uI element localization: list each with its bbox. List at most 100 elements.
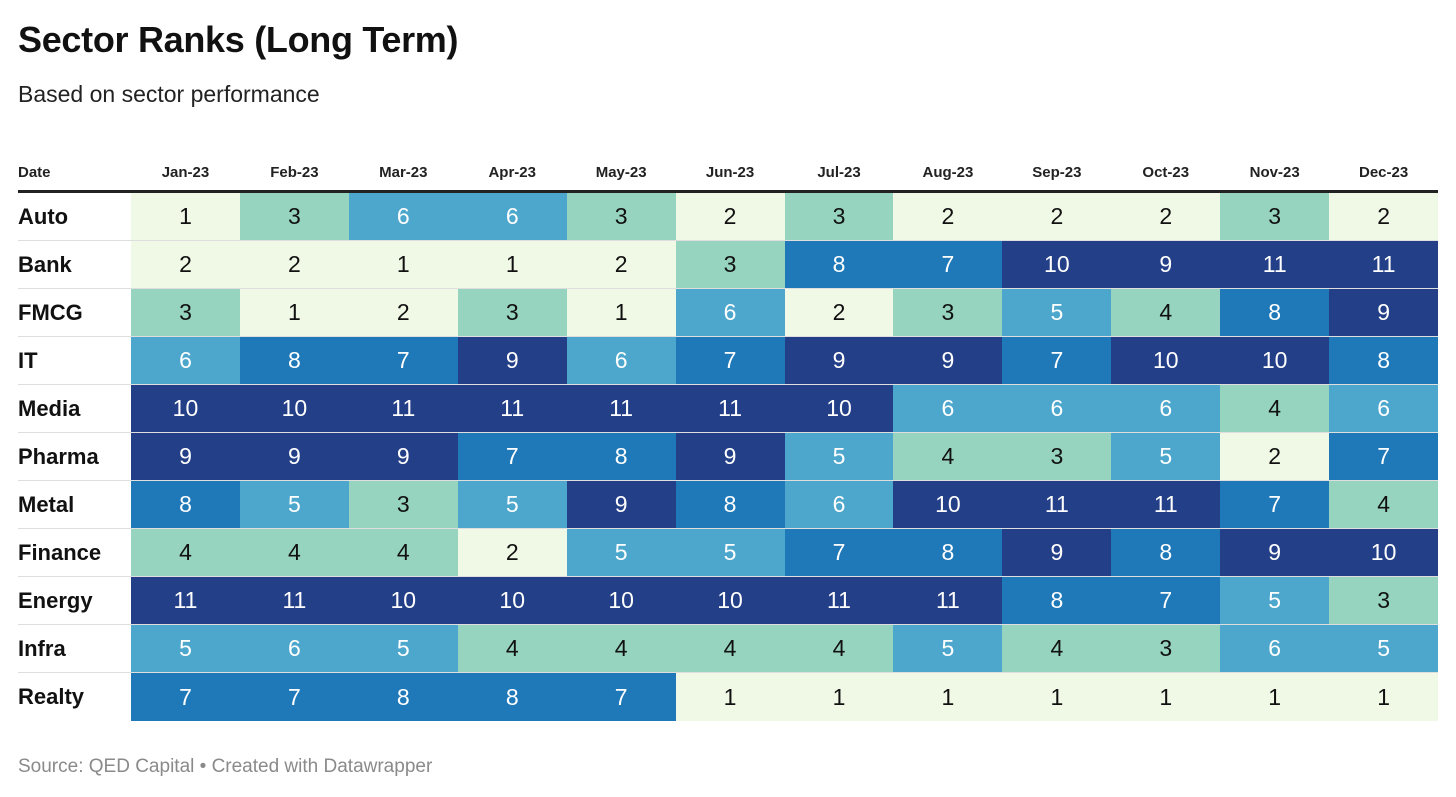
heatmap-cell: 9	[1111, 241, 1221, 288]
heatmap-cell: 6	[1220, 625, 1330, 672]
chart-title: Sector Ranks (Long Term)	[18, 19, 459, 60]
heatmap-cell: 11	[675, 385, 785, 432]
heatmap-cell: 1	[1220, 673, 1330, 721]
heatmap-cell: 6	[1111, 385, 1221, 432]
heatmap-cell: 11	[131, 577, 240, 624]
heatmap-cell: 4	[784, 625, 894, 672]
column-header: Jun-23	[705, 163, 755, 181]
heatmap-cell: 9	[457, 337, 567, 384]
heatmap-cell: 9	[1220, 529, 1330, 576]
heatmap-cell: 3	[1329, 577, 1439, 624]
heatmap-cell: 5	[131, 625, 240, 672]
heatmap-cell: 3	[348, 481, 458, 528]
row-label: Metal	[18, 491, 75, 517]
heatmap-cell: 5	[1220, 577, 1330, 624]
heatmap-cell: 10	[1220, 337, 1330, 384]
heatmap-cell: 6	[348, 193, 458, 240]
row-label: Pharma	[18, 443, 99, 469]
column-header: Jan-23	[161, 163, 210, 181]
heatmap-cell: 1	[457, 241, 567, 288]
heatmap-cell: 6	[566, 337, 676, 384]
row-label: Auto	[18, 203, 69, 229]
heatmap-cell: 1	[893, 673, 1003, 721]
heatmap-cell: 9	[348, 433, 458, 480]
heatmap-cell: 10	[1002, 241, 1112, 288]
heatmap-cell: 1	[1111, 673, 1221, 721]
heatmap-cell: 11	[1002, 481, 1112, 528]
table-row: Media 10 10 11 11 11 11 10 6 6 6 4 6	[18, 385, 1439, 433]
column-header: Feb-23	[270, 163, 319, 181]
heatmap-cell: 9	[675, 433, 785, 480]
heatmap-cell: 5	[1002, 289, 1112, 336]
heatmap-cell: 3	[1111, 625, 1221, 672]
heatmap-cell: 7	[1002, 337, 1112, 384]
heatmap-cell: 7	[1220, 481, 1330, 528]
heatmap-cell: 8	[566, 433, 676, 480]
heatmap-cell: 1	[239, 289, 349, 336]
heatmap-cell: 1	[784, 673, 894, 721]
table-body: Auto 1 3 6 6 3 2 3 2 2 2 3 2 Bank 2 2 1 1 2 3 8 7 10 9 11 11 FMCG 3…	[18, 193, 1439, 721]
heatmap-cell: 6	[457, 193, 567, 240]
heatmap-cell: 6	[1002, 385, 1112, 432]
heatmap-cell: 2	[348, 289, 458, 336]
table-row: Pharma 9 9 9 7 8 9 5 4 3 5 2 7	[18, 433, 1439, 481]
heatmap-cell: 11	[457, 385, 567, 432]
heatmap-cell: 6	[675, 289, 785, 336]
heatmap-cell: 10	[784, 385, 894, 432]
heatmap-cell: 3	[1002, 433, 1112, 480]
heatmap-cell: 5	[784, 433, 894, 480]
row-label: Finance	[18, 539, 102, 565]
heatmap-cell: 1	[566, 289, 676, 336]
heatmap-cell: 1	[348, 241, 458, 288]
row-label: IT	[18, 347, 38, 373]
heatmap-cell: 3	[239, 193, 349, 240]
heatmap-cell: 3	[893, 289, 1003, 336]
table-row: Finance 4 4 4 2 5 5 7 8 9 8 9 10	[18, 529, 1439, 577]
heatmap-cell: 4	[348, 529, 458, 576]
row-label: Infra	[18, 635, 66, 661]
heatmap-cell: 7	[457, 433, 567, 480]
heatmap-cell: 3	[457, 289, 567, 336]
column-header: Oct-23	[1142, 163, 1190, 181]
heatmap-cell: 8	[239, 337, 349, 384]
heatmap-cell: 3	[131, 289, 240, 336]
heatmap-cell: 9	[1329, 289, 1439, 336]
heatmap-cell: 4	[1329, 481, 1439, 528]
heatmap-cell: 11	[784, 577, 894, 624]
heatmap-cell: 5	[566, 529, 676, 576]
heatmap-cell: 10	[566, 577, 676, 624]
heatmap-cell: 5	[348, 625, 458, 672]
heatmap-cell: 7	[1329, 433, 1439, 480]
column-header: Mar-23	[379, 163, 428, 181]
table-row: Energy 11 11 10 10 10 10 11 11 8 7 5 3	[18, 577, 1439, 625]
heatmap-table: Date Jan-23 Feb-23 Mar-23 Apr-23 May-23 Jun-2…	[18, 154, 1439, 721]
heatmap-cell: 8	[1111, 529, 1221, 576]
header-row: Date Jan-23 Feb-23 Mar-23 Apr-23 May-23 Jun-2…	[18, 154, 1438, 193]
heatmap-cell: 4	[675, 625, 785, 672]
heatmap-cell: 9	[893, 337, 1003, 384]
heatmap-cell: 2	[675, 193, 785, 240]
heatmap-cell: 2	[239, 241, 349, 288]
heatmap-cell: 2	[1002, 193, 1112, 240]
heatmap-cell: 8	[131, 481, 240, 528]
heatmap-cell: 8	[784, 241, 894, 288]
heatmap-cell: 8	[457, 673, 567, 721]
column-header: Nov-23	[1249, 163, 1300, 181]
heatmap-cell: 2	[131, 241, 240, 288]
heatmap-cell: 10	[131, 385, 240, 432]
row-header-label: Date	[18, 163, 51, 181]
table-row: Realty 7 7 8 8 7 1 1 1 1 1 1 1	[18, 673, 1439, 721]
heatmap-cell: 7	[893, 241, 1003, 288]
heatmap-cell: 10	[893, 481, 1003, 528]
heatmap-cell: 7	[239, 673, 349, 721]
heatmap-cell: 3	[784, 193, 894, 240]
heatmap-cell: 11	[893, 577, 1003, 624]
heatmap-cell: 2	[1111, 193, 1221, 240]
heatmap-cell: 10	[675, 577, 785, 624]
heatmap-cell: 5	[239, 481, 349, 528]
source-note: Source: QED Capital • Created with Dataw…	[18, 756, 433, 777]
heatmap-cell: 8	[348, 673, 458, 721]
column-header: May-23	[595, 163, 647, 181]
column-header: Dec-23	[1359, 163, 1409, 181]
heatmap-cell: 11	[1329, 241, 1439, 288]
